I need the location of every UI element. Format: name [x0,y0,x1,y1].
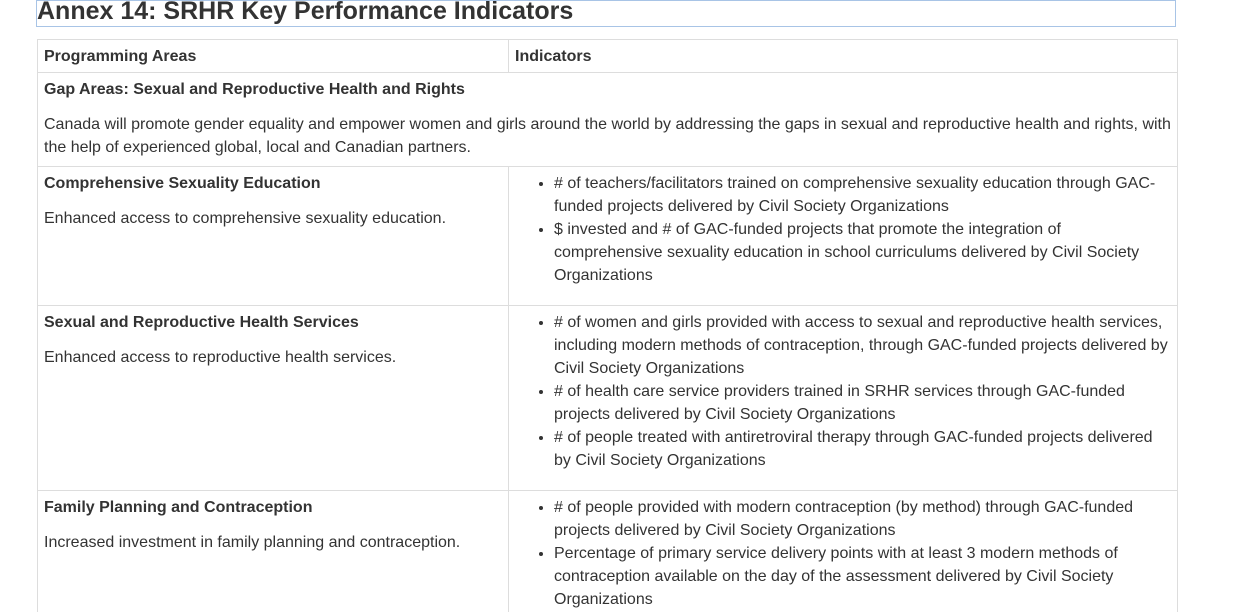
indicator-list: # of women and girls provided with acces… [515,311,1171,472]
indicators-cell: # of teachers/facilitators trained on co… [508,166,1178,306]
area-description: Enhanced access to comprehensive sexuali… [44,210,447,227]
area-title: Family Planning and Contraception [44,499,313,516]
indicators-cell: # of people provided with modern contrac… [508,490,1178,612]
area-description: Increased investment in family planning … [44,534,461,551]
table-row: Comprehensive Sexuality Education Enhanc… [37,166,1178,306]
header-programming-areas: Programming Areas [37,39,509,73]
programming-area-cell: Sexual and Reproductive Health Services … [37,305,509,491]
kpi-table: Programming Areas Indicators Gap Areas: … [37,39,1178,612]
area-description: Enhanced access to reproductive health s… [44,349,397,366]
gap-area-cell: Gap Areas: Sexual and Reproductive Healt… [37,72,1178,167]
indicator-list: # of teachers/facilitators trained on co… [515,172,1171,287]
indicator-item: # of people treated with antiretroviral … [554,426,1171,472]
table-header-row: Programming Areas Indicators [37,39,1178,73]
indicator-item: # of women and girls provided with acces… [554,311,1171,380]
title-focus-outline [36,0,1176,27]
indicator-item: $ invested and # of GAC-funded projects … [554,218,1171,287]
indicator-item: # of people provided with modern contrac… [554,496,1171,542]
indicator-list: # of people provided with modern contrac… [515,496,1171,611]
programming-area-cell: Comprehensive Sexuality Education Enhanc… [37,166,509,306]
page-title: Annex 14: SRHR Key Performance Indicator… [37,0,574,25]
table-row: Family Planning and Contraception Increa… [37,490,1178,612]
gap-area-description: Canada will promote gender equality and … [44,116,1171,156]
indicator-item: # of teachers/facilitators trained on co… [554,172,1171,218]
area-title: Sexual and Reproductive Health Services [44,314,359,331]
gap-area-heading: Gap Areas: Sexual and Reproductive Healt… [44,81,465,98]
gap-area-row: Gap Areas: Sexual and Reproductive Healt… [37,72,1178,167]
programming-area-cell: Family Planning and Contraception Increa… [37,490,509,612]
indicator-item: Percentage of primary service delivery p… [554,542,1171,611]
area-title: Comprehensive Sexuality Education [44,175,321,192]
indicators-cell: # of women and girls provided with acces… [508,305,1178,491]
header-indicators: Indicators [508,39,1178,73]
indicator-item: # of health care service providers train… [554,380,1171,426]
table-row: Sexual and Reproductive Health Services … [37,305,1178,491]
